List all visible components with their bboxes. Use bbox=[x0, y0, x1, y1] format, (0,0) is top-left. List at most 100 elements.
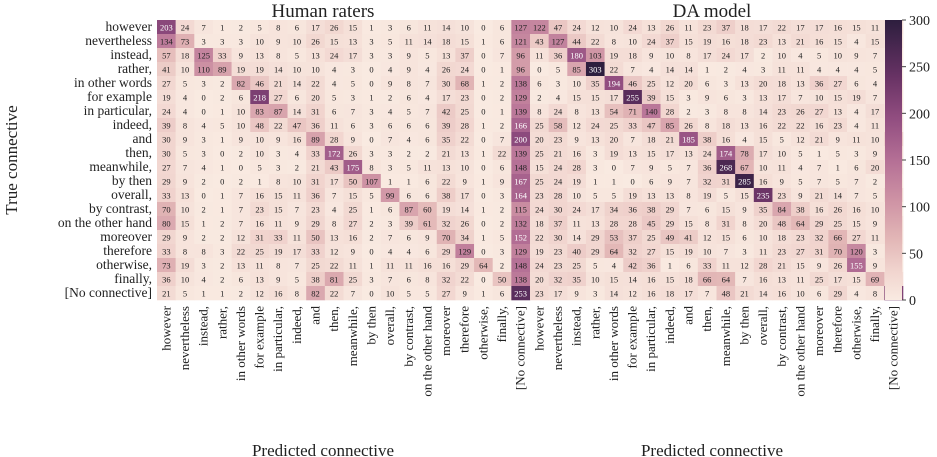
heatmap-cell bbox=[697, 216, 717, 231]
cell-value: 1 bbox=[407, 177, 411, 187]
cell-value: 19 bbox=[535, 247, 544, 257]
heatmap-cell bbox=[231, 202, 251, 217]
cell-value: 25 bbox=[647, 233, 656, 243]
cell-value: 31 bbox=[311, 177, 320, 187]
cell-value: 16 bbox=[442, 261, 451, 271]
cell-value: 7 bbox=[686, 163, 690, 173]
cell-value: 3 bbox=[593, 149, 597, 159]
heatmap-cell bbox=[697, 174, 717, 189]
cell-value: 18 bbox=[722, 121, 731, 131]
cell-value: 15 bbox=[796, 261, 805, 271]
cell-value: 36 bbox=[162, 275, 171, 285]
cell-value: 33 bbox=[162, 247, 171, 257]
heatmap-cell bbox=[697, 34, 717, 49]
heatmap-cell bbox=[530, 132, 549, 147]
heatmap-cell bbox=[175, 160, 195, 175]
y-tick-label: on the other hand bbox=[58, 215, 152, 230]
heatmap-cell bbox=[623, 216, 643, 231]
heatmap-cell bbox=[847, 132, 866, 147]
cell-value: 2 bbox=[202, 205, 206, 215]
cell-value: 19 bbox=[442, 205, 451, 215]
heatmap-cell bbox=[399, 146, 419, 161]
cell-value: 31 bbox=[311, 107, 320, 117]
heatmap-cell bbox=[474, 244, 493, 259]
cell-value: 139 bbox=[514, 149, 527, 159]
heatmap-cell bbox=[380, 230, 400, 245]
cell-value: 4 bbox=[388, 247, 393, 257]
cell-value: 22 bbox=[460, 135, 469, 145]
cell-value: 0 bbox=[369, 247, 373, 257]
cell-value: 148 bbox=[514, 163, 527, 173]
heatmap-cell bbox=[530, 174, 549, 189]
cell-value: 121 bbox=[514, 37, 527, 47]
colorbar-tick-label: 100 bbox=[909, 201, 930, 216]
cell-value: 6 bbox=[407, 275, 411, 285]
cell-value: 8 bbox=[276, 177, 280, 187]
heatmap-cell bbox=[511, 188, 531, 203]
cell-value: 1 bbox=[220, 23, 224, 33]
x-tick-label: by contrast, bbox=[401, 306, 416, 367]
heatmap-cell bbox=[548, 104, 568, 119]
heatmap-cell bbox=[418, 90, 438, 105]
heatmap-cell bbox=[585, 286, 605, 301]
heatmap-cell bbox=[753, 174, 773, 189]
heatmap-cell bbox=[306, 104, 326, 119]
cell-value: 4 bbox=[854, 65, 859, 75]
cell-value: 2 bbox=[407, 149, 411, 159]
heatmap-cell bbox=[455, 174, 475, 189]
heatmap-cell bbox=[530, 272, 549, 287]
heatmap-cell bbox=[175, 230, 195, 245]
x-tick-label: indeed, bbox=[289, 306, 304, 344]
x-tick-label: rather, bbox=[214, 306, 229, 339]
cell-value: 3 bbox=[742, 93, 746, 103]
heatmap-cell bbox=[268, 34, 288, 49]
cell-value: 185 bbox=[682, 135, 695, 145]
cell-value: 2 bbox=[220, 219, 224, 229]
heatmap-cell bbox=[324, 146, 344, 161]
heatmap-cell bbox=[772, 132, 792, 147]
cell-value: 6 bbox=[425, 191, 429, 201]
cell-value: 15 bbox=[460, 37, 469, 47]
heatmap-cell bbox=[567, 76, 587, 91]
heatmap-cell bbox=[175, 286, 195, 301]
cell-value: 35 bbox=[572, 275, 581, 285]
heatmap-cell bbox=[753, 286, 773, 301]
heatmap-cell bbox=[212, 104, 232, 119]
heatmap-cell bbox=[306, 160, 326, 175]
cell-value: 5 bbox=[407, 107, 411, 117]
cell-value: 9 bbox=[668, 177, 672, 187]
cell-value: 152 bbox=[514, 233, 527, 243]
heatmap-cell bbox=[194, 272, 214, 287]
heatmap-cell bbox=[753, 132, 773, 147]
cell-value: 6 bbox=[500, 289, 504, 299]
cell-value: 23 bbox=[703, 23, 712, 33]
heatmap-cell bbox=[474, 188, 493, 203]
cell-value: 4 bbox=[854, 289, 859, 299]
cell-value: 11 bbox=[293, 191, 301, 201]
heatmap-cell bbox=[585, 118, 605, 133]
heatmap-cell bbox=[194, 216, 214, 231]
cell-value: 13 bbox=[833, 107, 842, 117]
cell-value: 3 bbox=[761, 65, 765, 75]
cell-value: 1 bbox=[481, 79, 485, 89]
cell-value: 4 bbox=[183, 93, 188, 103]
heatmap-cell bbox=[250, 146, 270, 161]
heatmap-cell bbox=[697, 258, 717, 273]
heatmap-cell bbox=[660, 48, 680, 63]
heatmap-cell bbox=[585, 272, 605, 287]
cell-value: 37 bbox=[666, 37, 675, 47]
heatmap-cell bbox=[418, 174, 438, 189]
cell-value: 12 bbox=[591, 23, 600, 33]
heatmap-cell bbox=[418, 286, 438, 301]
heatmap-cell bbox=[809, 76, 829, 91]
heatmap-cell bbox=[585, 132, 605, 147]
heatmap-cell bbox=[679, 174, 699, 189]
cell-value: 7 bbox=[817, 163, 821, 173]
heatmap-cell bbox=[585, 90, 605, 105]
heatmap-cell bbox=[828, 272, 848, 287]
heatmap-cell bbox=[641, 258, 661, 273]
heatmap-cell bbox=[548, 258, 568, 273]
cell-value: 13 bbox=[684, 149, 693, 159]
panel-da-model: DA model 122 47 24 12 10 24 13 26 11 23 37 18 17 22 17… bbox=[530, 1, 904, 457]
cell-value: 23 bbox=[460, 93, 469, 103]
